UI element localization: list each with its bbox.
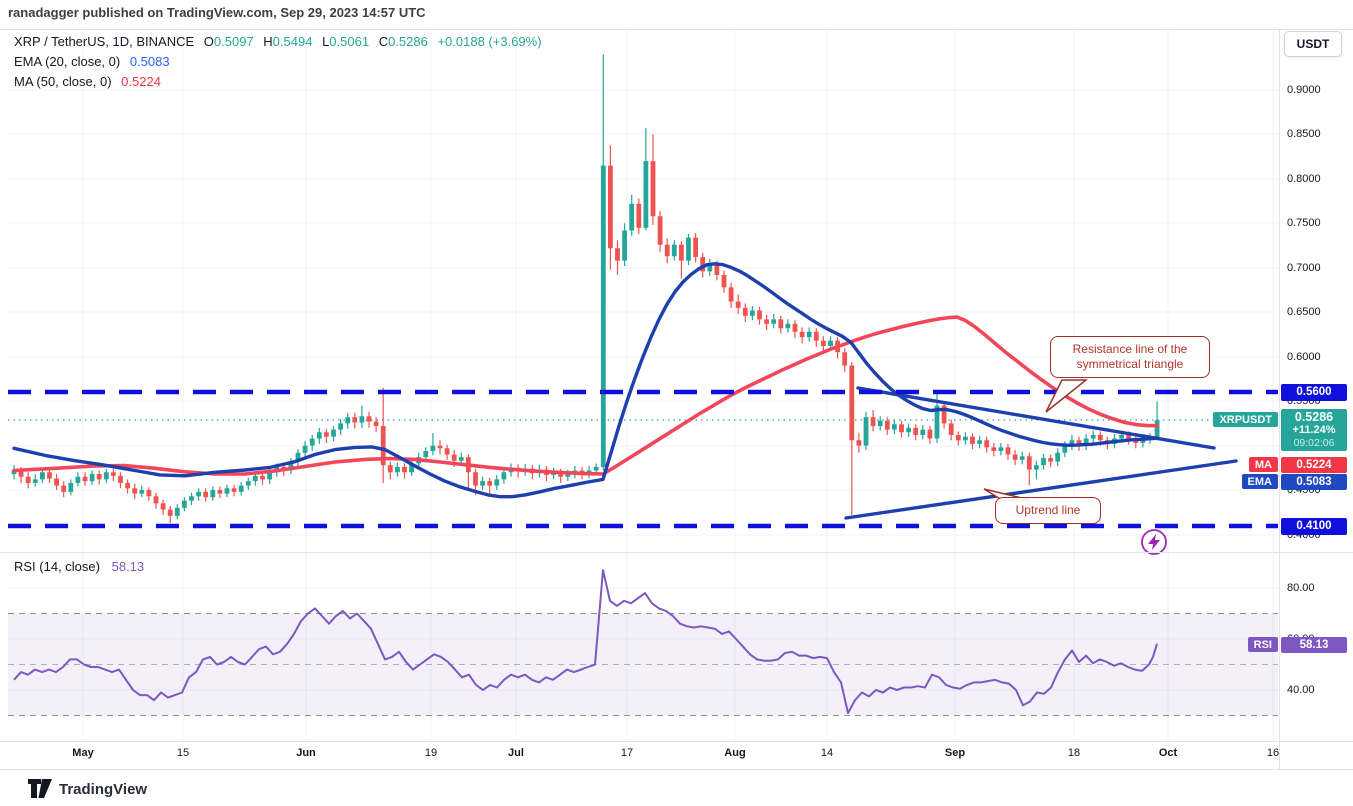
time-tick-label: Aug xyxy=(724,747,746,759)
change-percent: +11.24% xyxy=(1292,424,1336,436)
pane-separator[interactable] xyxy=(0,552,1353,553)
tradingview-logo-text: TradingView xyxy=(59,780,148,798)
axis-tick-label: 0.6500 xyxy=(1287,306,1321,318)
time-tick-label: Sep xyxy=(944,747,966,759)
rsi-legend-row[interactable]: RSI (14, close) 58.13 xyxy=(14,559,144,574)
rsi-indicator-name: RSI (14, close) xyxy=(14,559,100,574)
symbol-legend-row[interactable]: XRP / TetherUS, 1D, BINANCE O0.5097 H0.5… xyxy=(14,32,542,52)
time-tick-label: Oct xyxy=(1158,747,1178,759)
ema-indicator-name: EMA (20, close, 0) xyxy=(14,54,121,69)
time-tick-label: 15 xyxy=(176,747,190,759)
axis-tick-label: 40.00 xyxy=(1287,684,1315,696)
time-tick-label: 17 xyxy=(620,747,634,759)
ema-tag: EMA xyxy=(1241,474,1278,489)
uptrend-callout[interactable]: Uptrend line xyxy=(995,497,1101,524)
open-label: O xyxy=(203,34,214,49)
axis-tick-label: 0.7000 xyxy=(1287,262,1321,274)
top-separator xyxy=(0,29,1353,30)
resistance-level-badge: 0.5600 xyxy=(1281,384,1347,401)
open-value: 0.5097 xyxy=(213,34,254,49)
axis-tick-label: 0.8500 xyxy=(1287,128,1321,140)
axis-tick-label: 0.6000 xyxy=(1287,351,1321,363)
ma-indicator-name: MA (50, close, 0) xyxy=(14,74,112,89)
time-tick-label: 16 xyxy=(1266,747,1280,759)
time-tick-label: 19 xyxy=(424,747,438,759)
close-value: 0.5286 xyxy=(388,34,428,49)
high-label: H xyxy=(263,34,273,49)
close-label: C xyxy=(378,34,389,49)
time-axis-top-border xyxy=(0,741,1353,742)
symbol-price-tag: XRPUSDT xyxy=(1213,412,1278,427)
high-value: 0.5494 xyxy=(272,34,313,49)
time-tick-label: Jul xyxy=(508,747,524,759)
time-tick-label: May xyxy=(72,747,94,759)
time-axis-bottom-border xyxy=(0,769,1353,770)
tradingview-logo[interactable]: TradingView xyxy=(28,778,147,800)
axis-tick-label: 0.8000 xyxy=(1287,173,1321,185)
change-value: +0.0188 (+3.69%) xyxy=(437,34,542,49)
price-axis-border xyxy=(1279,29,1280,769)
support-level-badge: 0.4100 xyxy=(1281,518,1347,535)
low-value: 0.5061 xyxy=(329,34,370,49)
axis-tick-label: 0.9000 xyxy=(1287,84,1321,96)
ema-legend-row[interactable]: EMA (20, close, 0) 0.5083 xyxy=(14,52,542,72)
time-tick-label: Jun xyxy=(296,747,316,759)
tradingview-logo-icon xyxy=(28,779,52,798)
resistance-callout[interactable]: Resistance line of the symmetrical trian… xyxy=(1050,336,1210,378)
last-price-badge: 0.5286 +11.24% 09:02:06 xyxy=(1281,409,1347,451)
symbol-title: XRP / TetherUS, 1D, BINANCE xyxy=(14,34,195,49)
attribution-text: ranadagger published on TradingView.com,… xyxy=(8,5,426,20)
rsi-indicator-value: 58.13 xyxy=(111,559,145,574)
ma-indicator-value: 0.5224 xyxy=(121,74,161,89)
chart-legend: XRP / TetherUS, 1D, BINANCE O0.5097 H0.5… xyxy=(14,32,542,92)
last-price-value: 0.5286 xyxy=(1294,410,1334,424)
axis-tick-label: 0.7500 xyxy=(1287,217,1321,229)
ma-tag: MA xyxy=(1248,457,1278,472)
ema-indicator-value: 0.5083 xyxy=(129,54,170,69)
time-tick-label: 14 xyxy=(820,747,834,759)
time-tick-label: 18 xyxy=(1067,747,1081,759)
rsi-value-badge: 58.13 xyxy=(1281,637,1347,653)
low-label: L xyxy=(322,34,330,49)
ema-value-badge: 0.5083 xyxy=(1281,474,1347,490)
ma-legend-row[interactable]: MA (50, close, 0) 0.5224 xyxy=(14,72,542,92)
currency-toggle-button[interactable]: USDT xyxy=(1284,31,1342,57)
rsi-tag: RSI xyxy=(1247,637,1278,652)
bar-countdown: 09:02:06 xyxy=(1293,437,1335,449)
ma-value-badge: 0.5224 xyxy=(1281,457,1347,473)
axis-tick-label: 80.00 xyxy=(1287,582,1315,594)
